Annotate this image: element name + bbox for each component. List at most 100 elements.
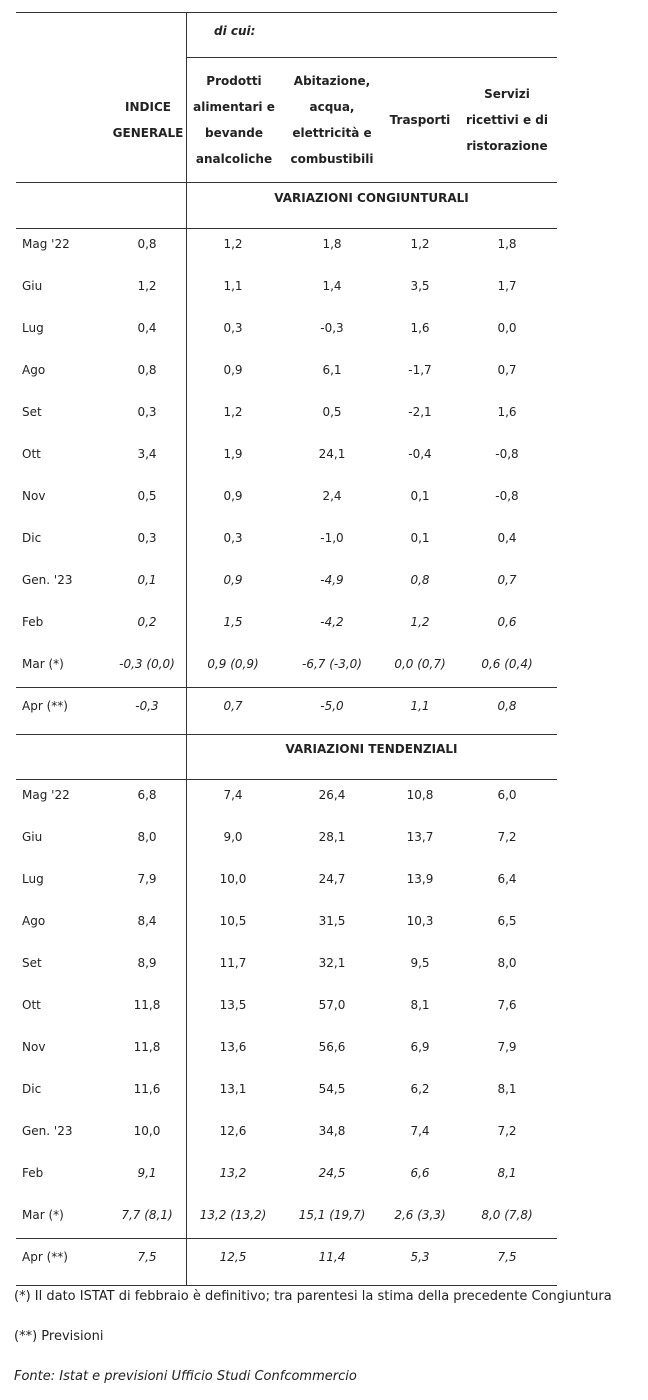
cell-value: 13,9 [406, 872, 434, 886]
table-row: Mag '22 0,8 1,2 1,8 1,2 1,8 [16, 237, 557, 257]
cell-value: 0,7 [497, 363, 517, 377]
table-row: Gen. '23 0,1 0,9 -4,9 0,8 0,7 [16, 573, 557, 593]
cell-value: 1,8 [497, 237, 517, 251]
row-label: Dic [22, 1082, 42, 1096]
cell-value: 6,9 [410, 1040, 430, 1054]
cell-value: -1,0 [320, 531, 344, 545]
cell-value: 6,0 [497, 788, 517, 802]
cell-value: 28,1 [318, 830, 346, 844]
cell-value: 13,2 [219, 1166, 247, 1180]
section-title: VARIAZIONI CONGIUNTURALI [274, 191, 469, 205]
section-title-divider [16, 779, 557, 780]
cell-value: -5,0 [320, 699, 344, 713]
cell-value: 10,8 [406, 788, 434, 802]
col-header-indice-generale: INDICE GENERALE [112, 100, 184, 140]
cell-value: 0,6 (0,4) [481, 657, 533, 671]
section-title-divider [16, 228, 557, 229]
cell-value: 0,8 [497, 699, 517, 713]
cell-value: -0,3 (0,0) [119, 657, 175, 671]
row-label: Set [22, 405, 42, 419]
cell-value: 8,9 [137, 956, 157, 970]
cell-value: 54,5 [318, 1082, 346, 1096]
cell-value: 31,5 [318, 914, 346, 928]
cell-value: 1,6 [410, 321, 430, 335]
section-title: VARIAZIONI TENDENZIALI [285, 742, 458, 756]
cell-value: 0,3 [223, 531, 243, 545]
cell-value: 1,2 [410, 237, 430, 251]
cell-value: 56,6 [318, 1040, 346, 1054]
cell-value: 8,1 [497, 1082, 517, 1096]
cell-value: 13,5 [219, 998, 247, 1012]
table-row: Set 0,3 1,2 0,5 -2,1 1,6 [16, 405, 557, 425]
row-label: Nov [22, 489, 46, 503]
cell-value: 10,0 [133, 1124, 161, 1138]
cell-value: 10,3 [406, 914, 434, 928]
cell-value: 7,2 [497, 1124, 517, 1138]
cell-value: 32,1 [318, 956, 346, 970]
cell-value: 8,4 [137, 914, 157, 928]
cell-value: 24,7 [318, 872, 346, 886]
cell-value: 0,0 (0,7) [394, 657, 446, 671]
cell-value: 6,5 [497, 914, 517, 928]
cell-value: 0,5 [322, 405, 342, 419]
table-row: Nov 11,8 13,6 56,6 6,9 7,9 [16, 1040, 557, 1060]
cell-value: 11,4 [318, 1250, 346, 1264]
row-label: Feb [22, 1166, 44, 1180]
row-label: Lug [22, 872, 44, 886]
cell-value: 6,4 [497, 872, 517, 886]
cell-value: 57,0 [318, 998, 346, 1012]
source-note: Fonte: Istat e previsioni Ufficio Studi … [14, 1369, 357, 1384]
table-row: Apr (**) -0,3 0,7 -5,0 1,1 0,8 [16, 699, 557, 719]
table-row: Gen. '23 10,0 12,6 34,8 7,4 7,2 [16, 1124, 557, 1144]
cell-value: 0,7 [497, 573, 517, 587]
forecast-divider [16, 687, 557, 688]
cell-value: 7,5 [137, 1250, 157, 1264]
row-label: Apr (**) [22, 1250, 68, 1264]
cell-value: 9,1 [137, 1166, 157, 1180]
footnote-definitive: (*) Il dato ISTAT di febbraio è definiti… [14, 1289, 612, 1304]
table-row: Ott 3,4 1,9 24,1 -0,4 -0,8 [16, 447, 557, 467]
cell-value: -0,3 [320, 321, 344, 335]
cell-value: 6,1 [322, 363, 342, 377]
table-row: Ago 8,4 10,5 31,5 10,3 6,5 [16, 914, 557, 934]
row-label: Ago [22, 914, 46, 928]
cell-value: 13,2 (13,2) [199, 1208, 267, 1222]
row-label: Feb [22, 615, 44, 629]
cell-value: 9,0 [223, 830, 243, 844]
cell-value: 13,1 [219, 1082, 247, 1096]
cell-value: 1,7 [497, 279, 517, 293]
cell-value: 11,8 [133, 998, 161, 1012]
table-row: Apr (**) 7,5 12,5 11,4 5,3 7,5 [16, 1250, 557, 1270]
table-row: Giu 1,2 1,1 1,4 3,5 1,7 [16, 279, 557, 299]
cell-value: 10,5 [219, 914, 247, 928]
cell-value: 1,6 [497, 405, 517, 419]
cell-value: 0,9 [223, 573, 243, 587]
cell-value: 0,5 [137, 489, 157, 503]
cell-value: 0,1 [410, 531, 430, 545]
row-label: Set [22, 956, 42, 970]
cell-value: 0,9 (0,9) [207, 657, 259, 671]
row-label: Giu [22, 830, 43, 844]
row-label: Giu [22, 279, 43, 293]
cell-value: 1,2 [223, 405, 243, 419]
cell-value: 13,6 [219, 1040, 247, 1054]
table-row: Ago 0,8 0,9 6,1 -1,7 0,7 [16, 363, 557, 383]
cell-value: 24,5 [318, 1166, 346, 1180]
table-row: Set 8,9 11,7 32,1 9,5 8,0 [16, 956, 557, 976]
cell-value: 13,7 [406, 830, 434, 844]
row-label: Apr (**) [22, 699, 68, 713]
cell-value: 0,4 [497, 531, 517, 545]
col-header-prodotti-alimentari: Prodotti alimentari e bevande analcoliche [193, 74, 275, 166]
cell-value: 0,4 [137, 321, 157, 335]
cell-value: 12,6 [219, 1124, 247, 1138]
cell-value: -1,7 [408, 363, 432, 377]
row-label: Ago [22, 363, 46, 377]
cell-value: 15,1 (19,7) [298, 1208, 366, 1222]
cell-value: 7,7 (8,1) [121, 1208, 173, 1222]
table-row: Ott 11,8 13,5 57,0 8,1 7,6 [16, 998, 557, 1018]
cell-value: 1,2 [410, 615, 430, 629]
table-row: Feb 0,2 1,5 -4,2 1,2 0,6 [16, 615, 557, 635]
subheader-divider [186, 57, 557, 58]
cell-value: 8,0 (7,8) [481, 1208, 533, 1222]
cell-value: 7,9 [137, 872, 157, 886]
